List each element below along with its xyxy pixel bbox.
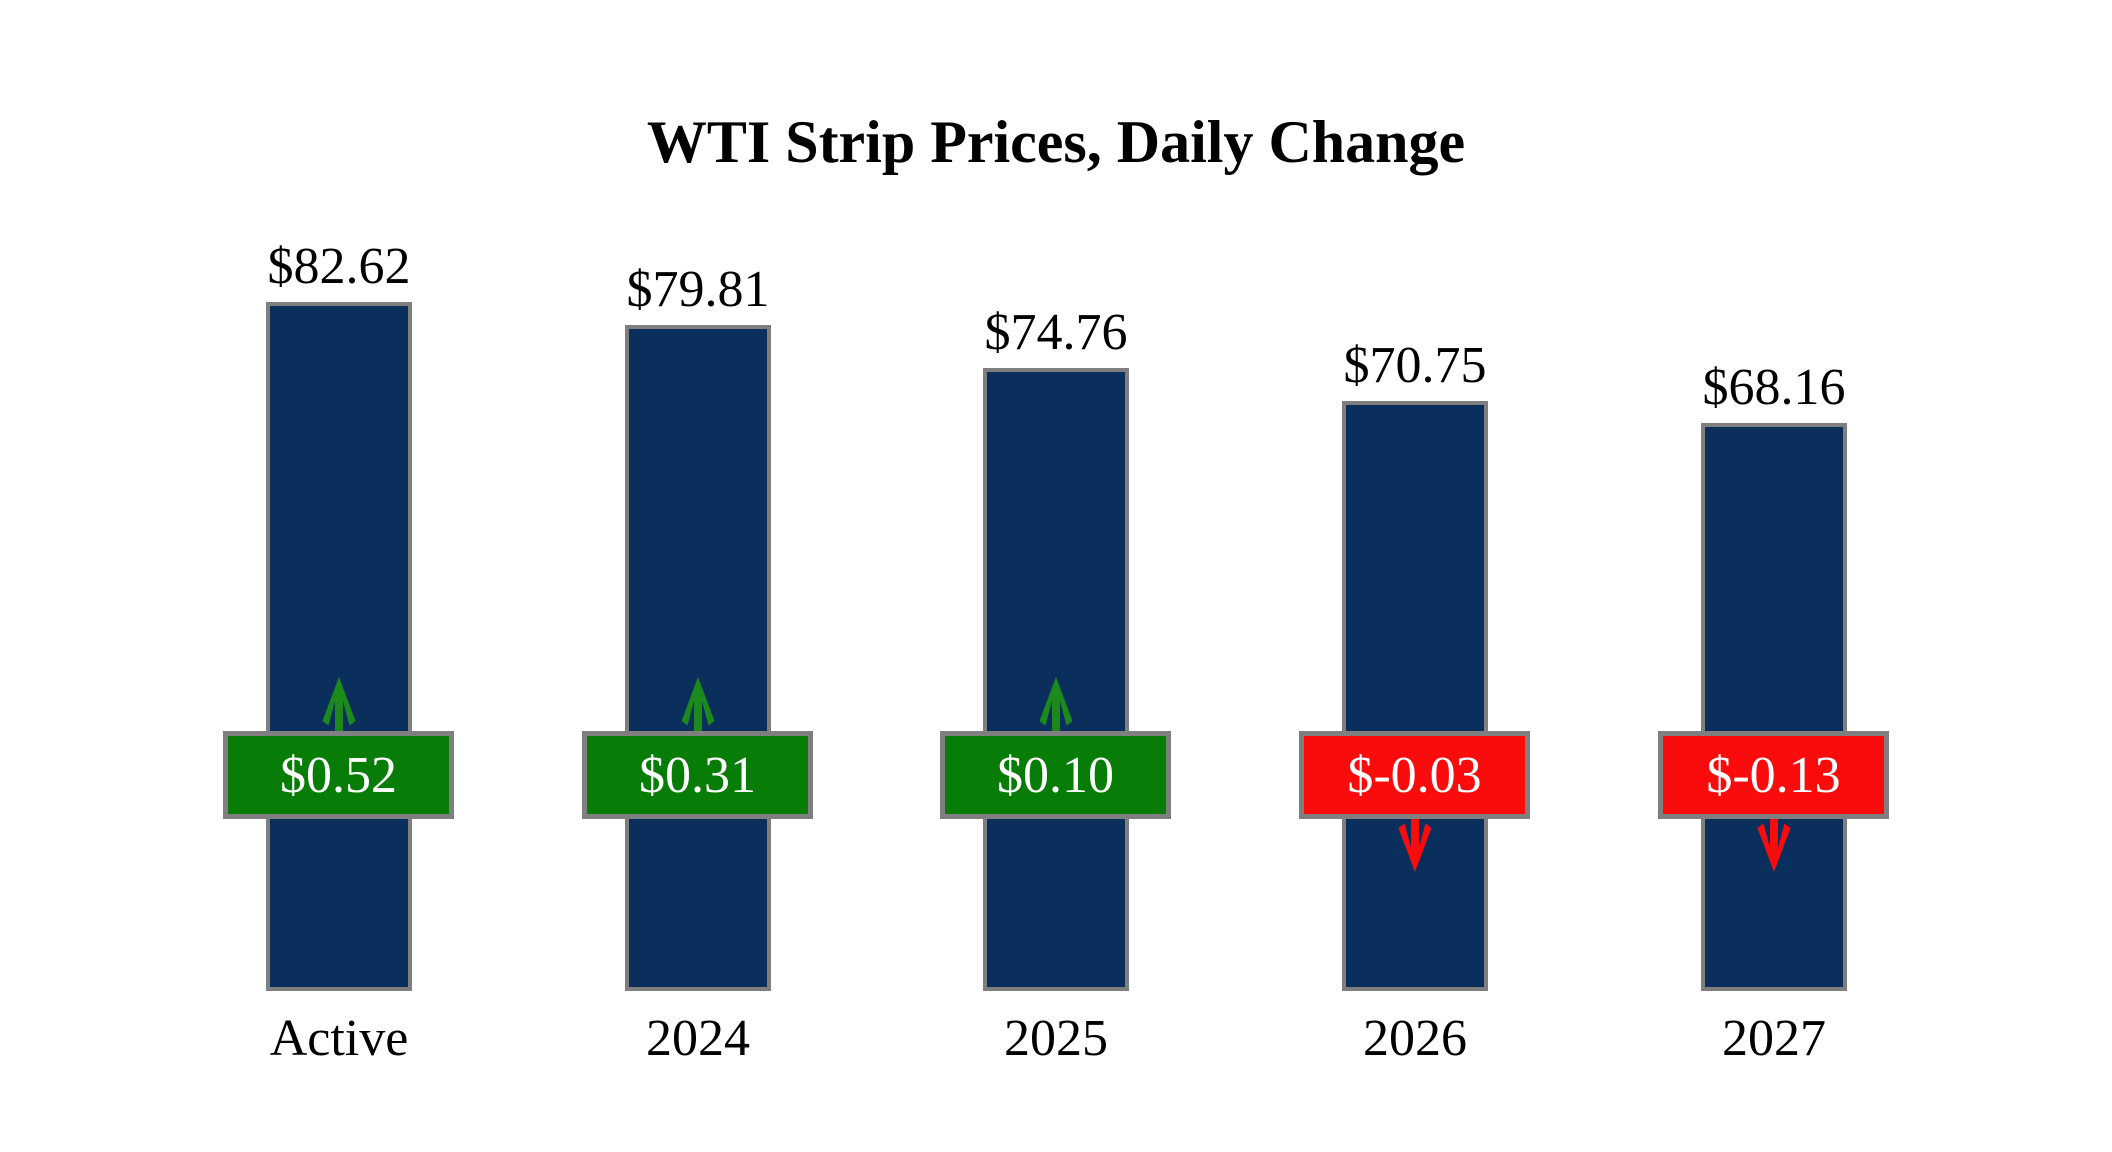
up-arrow-icon (322, 677, 356, 732)
bar (625, 325, 771, 991)
bar (1701, 423, 1847, 991)
category-label: 2027 (1722, 1010, 1826, 1067)
change-badge: $-0.13 (1658, 731, 1889, 819)
price-label: $74.76 (984, 304, 1128, 361)
chart-title: WTI Strip Prices, Daily Change (646, 109, 1466, 175)
price-label: $68.16 (1702, 359, 1846, 416)
category-label: Active (269, 1010, 409, 1067)
bar (1342, 401, 1488, 991)
category-label: 2026 (1363, 1010, 1467, 1067)
category-label: 2024 (646, 1010, 750, 1067)
price-label: $70.75 (1343, 337, 1487, 394)
change-badge: $0.52 (223, 731, 454, 819)
bar (266, 302, 412, 991)
change-badge: $-0.03 (1299, 731, 1530, 819)
change-badge: $0.10 (940, 731, 1171, 819)
down-arrow-icon (1398, 817, 1432, 872)
price-label: $82.62 (267, 238, 411, 295)
up-arrow-icon (681, 677, 715, 732)
down-arrow-icon (1757, 817, 1791, 872)
category-label: 2025 (1004, 1010, 1108, 1067)
up-arrow-icon (1039, 677, 1073, 732)
price-label: $79.81 (626, 261, 770, 318)
change-badge: $0.31 (582, 731, 813, 819)
